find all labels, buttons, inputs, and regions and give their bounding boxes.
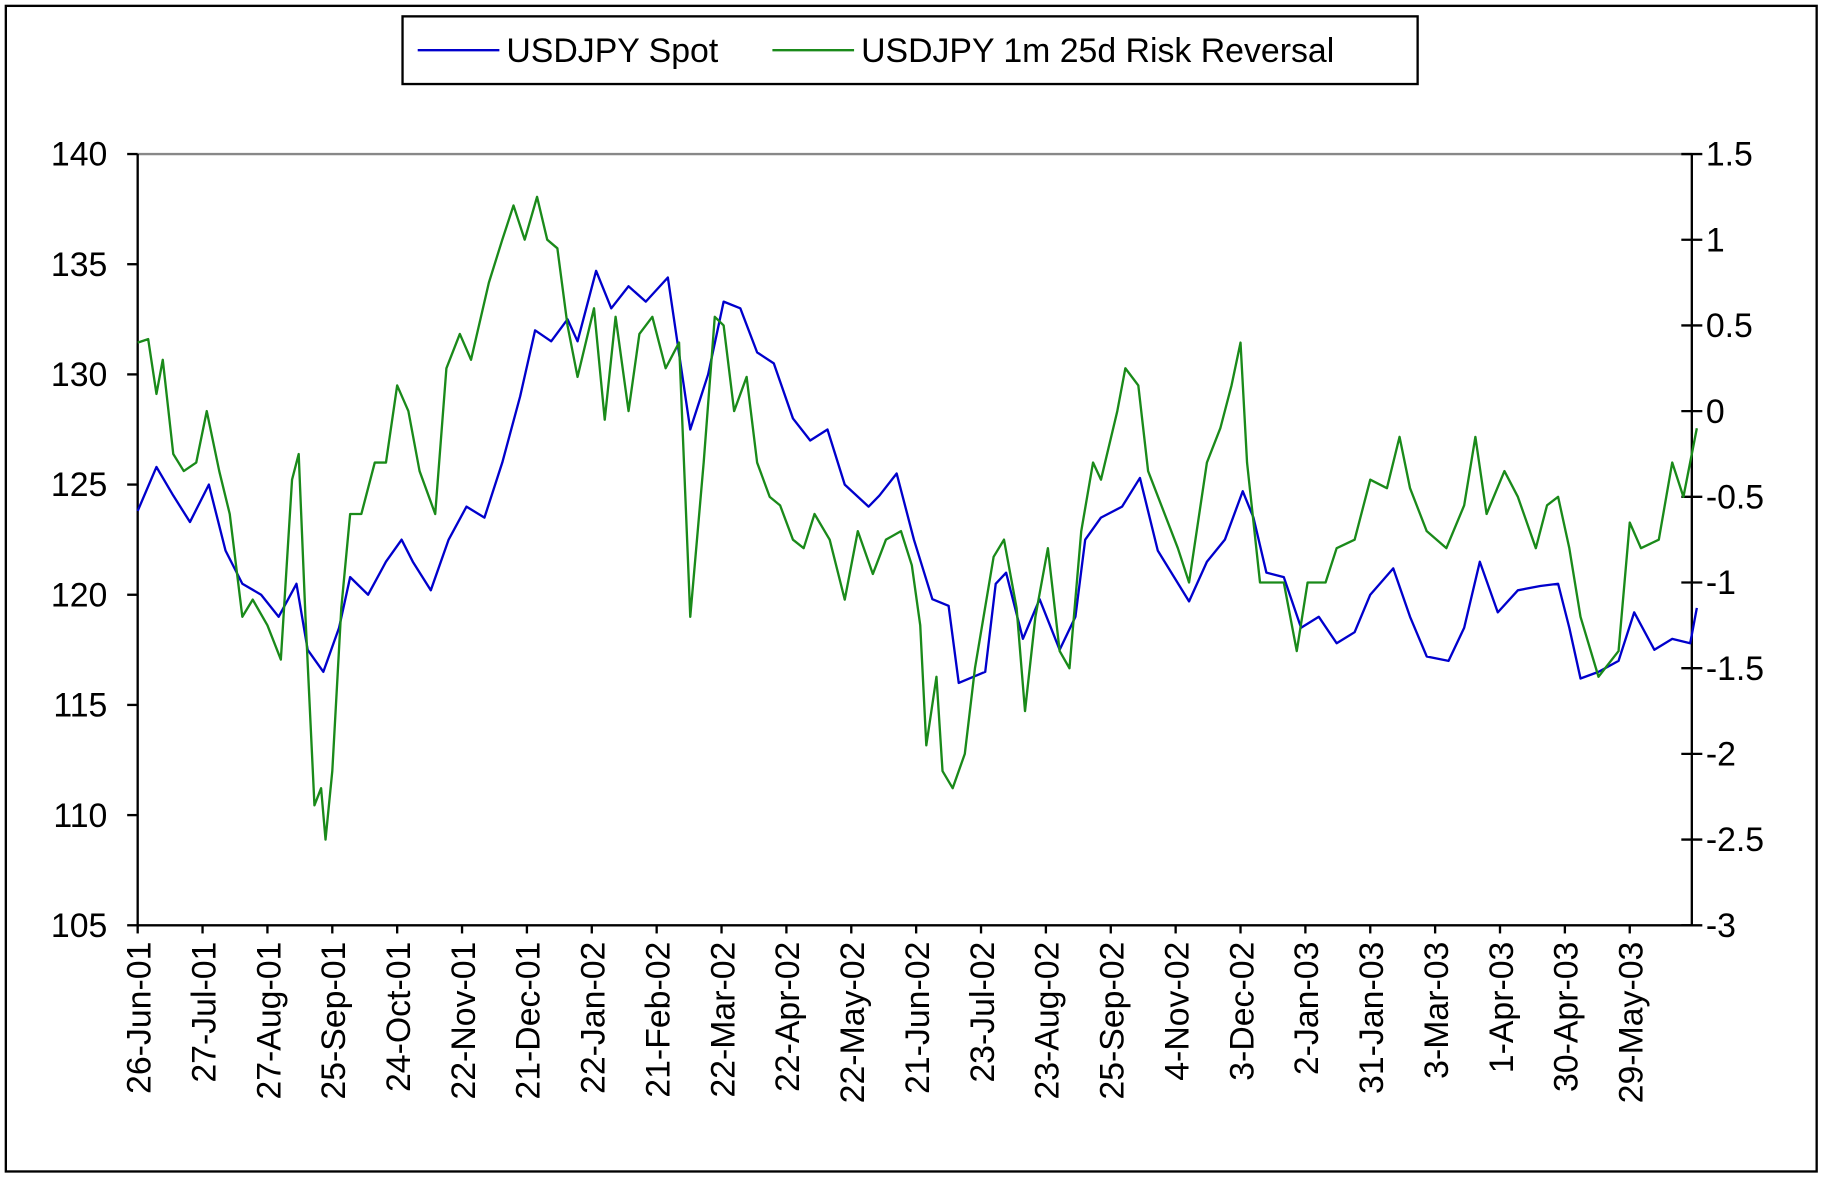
legend-box [401, 15, 1419, 86]
x-tick-label: 24-Oct-01 [380, 942, 418, 1092]
x-tick-label: 22-Nov-01 [445, 942, 483, 1100]
y-right-tick-label: 1.5 [1706, 136, 1753, 174]
y-left-tick-label: 115 [53, 687, 107, 725]
x-tick-label: 21-Feb-02 [639, 942, 677, 1098]
chart-frame [4, 4, 1818, 1173]
x-tick-label: 3-Dec-02 [1223, 942, 1261, 1081]
y-right-tick-label: -2.5 [1706, 821, 1764, 859]
x-tick-label: 4-Nov-02 [1158, 942, 1196, 1081]
y-left-tick-label: 110 [53, 797, 107, 835]
y-right-tick-label: -0.5 [1706, 478, 1764, 516]
y-left-tick-label: 120 [51, 576, 107, 614]
x-tick-label: 23-Aug-02 [1029, 942, 1067, 1100]
x-tick-label: 25-Sep-02 [1094, 942, 1132, 1100]
y-right-tick-label: -3 [1706, 907, 1736, 945]
x-tick-label: 21-Dec-01 [510, 942, 548, 1100]
y-right-tick-label: -2 [1706, 736, 1736, 774]
x-tick-label: 22-Jan-02 [575, 942, 613, 1094]
axes: 105 110 115 120 125 130 135 140 -3 -2.5 -2 -1.5 -1 -0… [51, 136, 1764, 1104]
series-layer [136, 195, 1698, 841]
y-right-tick-label: -1 [1706, 564, 1736, 602]
legend: USDJPY Spot USDJPY 1m 25d Risk Reversal [401, 15, 1419, 86]
x-tick-label: 30-Apr-03 [1548, 942, 1586, 1092]
x-tick-label: 22-Mar-02 [704, 942, 742, 1098]
x-tick-label: 27-Jul-01 [185, 942, 223, 1083]
x-tick-label: 29-May-03 [1613, 942, 1651, 1104]
x-tick-label: 31-Jan-03 [1353, 942, 1391, 1094]
x-tick-label: 22-May-02 [834, 942, 872, 1104]
x-tick-label: 23-Jul-02 [964, 942, 1002, 1083]
x-tick-label: 27-Aug-01 [250, 942, 288, 1100]
y-right-tick-label: 0 [1706, 393, 1725, 431]
legend-label-spot: USDJPY Spot [506, 32, 718, 70]
y-left-tick-label: 135 [51, 246, 107, 284]
y-left-tick-label: 140 [51, 136, 107, 174]
x-tick-label: 2-Jan-03 [1288, 942, 1326, 1076]
y-left-tick-label: 130 [51, 356, 107, 394]
legend-label-risk-reversal: USDJPY 1m 25d Risk Reversal [861, 32, 1334, 70]
series-line-risk-reversal [137, 195, 1698, 841]
y-left-tick-label: 105 [51, 907, 107, 945]
series-line-usdjpy-spot [136, 269, 1698, 685]
y-right-tick-label: 1 [1706, 221, 1725, 259]
y-left-tick-label: 125 [51, 466, 107, 504]
x-tick-label: 21-Jun-02 [899, 942, 937, 1094]
x-tick-label: 1-Apr-03 [1483, 942, 1521, 1074]
y-right-tick-label: 0.5 [1706, 307, 1753, 345]
x-tick-label: 25-Sep-01 [315, 942, 353, 1100]
x-tick-label: 26-Jun-01 [121, 942, 159, 1094]
x-tick-label: 22-Apr-02 [769, 942, 807, 1092]
y-right-tick-label: -1.5 [1706, 650, 1764, 688]
x-tick-label: 3-Mar-03 [1418, 942, 1456, 1079]
